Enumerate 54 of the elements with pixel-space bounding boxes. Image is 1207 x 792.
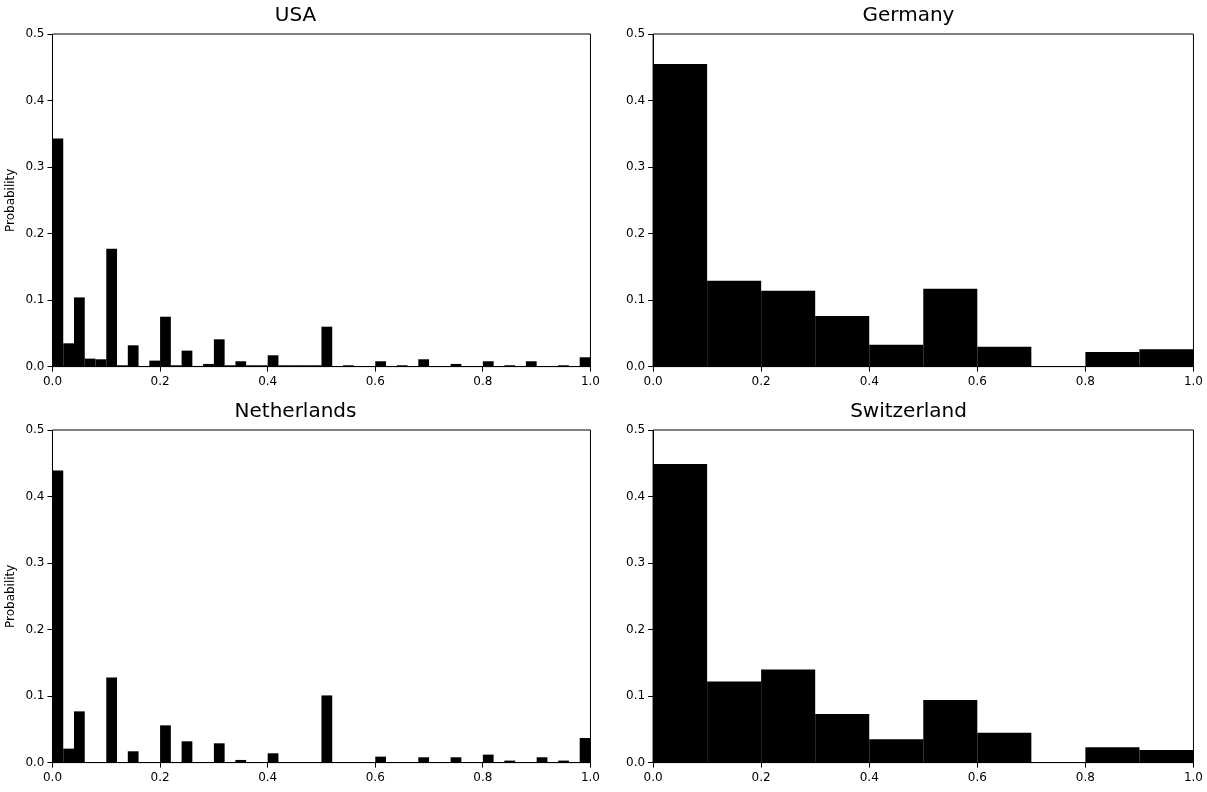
y-tick-label: 0.3 [25,159,45,174]
y-tick-label: 0.0 [25,358,45,373]
y-axis-title: Probability [3,168,18,233]
y-tick-label: 0.2 [625,621,646,636]
y-tick-label: 0.4 [25,92,45,107]
x-tick-label: 0.2 [751,769,771,784]
x-tick-label: 0.4 [859,769,879,784]
chart-title: Germany [862,2,955,27]
y-tick-label: 0.4 [625,488,646,503]
y-tick-label: 0.3 [25,555,45,570]
chart-title: Switzerland [850,398,967,423]
x-tick-label: 0.6 [365,769,385,784]
y-tick-label: 0.1 [25,688,45,703]
y-tick-label: 0.1 [625,688,646,703]
x-tick-label: 0.8 [1075,769,1095,784]
y-axis-title: Probability [3,564,18,629]
x-tick-label: 0.4 [258,769,278,784]
chart-title: USA [274,2,317,27]
x-tick-label: 0.8 [473,373,493,388]
x-tick-label: 0.2 [751,373,771,388]
x-tick-label: 1.0 [1183,769,1203,784]
y-tick-label: 0.0 [625,754,646,769]
x-tick-label: 0.2 [150,373,170,388]
y-tick-label: 0.3 [625,159,646,174]
y-tick-label: 0.5 [25,422,45,437]
x-tick-label: 0.4 [258,373,278,388]
x-tick-label: 0.0 [42,769,63,784]
x-tick-label: 0.6 [967,373,987,388]
x-tick-label: 0.8 [473,769,493,784]
y-tick-label: 0.1 [25,292,45,307]
y-tick-label: 0.5 [25,26,45,41]
y-tick-label: 0.0 [625,358,646,373]
x-tick-label: 0.8 [1075,373,1095,388]
x-tick-label: 1.0 [1183,373,1203,388]
y-tick-label: 0.0 [25,754,45,769]
x-tick-label: 0.0 [643,769,663,784]
y-tick-label: 0.2 [25,225,45,240]
x-tick-label: 1.0 [580,373,600,388]
x-tick-label: 1.0 [580,769,600,784]
x-tick-label: 0.4 [859,373,879,388]
y-tick-label: 0.4 [625,92,646,107]
y-tick-label: 0.3 [625,555,646,570]
chart-title: Netherlands [234,398,357,423]
y-tick-label: 0.2 [25,621,45,636]
x-tick-label: 0.6 [967,769,987,784]
y-tick-label: 0.5 [625,422,646,437]
y-tick-label: 0.5 [625,26,646,41]
y-tick-label: 0.4 [25,488,45,503]
x-tick-label: 0.0 [643,373,663,388]
y-tick-label: 0.1 [625,292,646,307]
x-tick-label: 0.2 [150,769,170,784]
x-tick-label: 0.6 [365,373,385,388]
y-tick-label: 0.2 [625,225,646,240]
x-tick-label: 0.0 [42,373,63,388]
